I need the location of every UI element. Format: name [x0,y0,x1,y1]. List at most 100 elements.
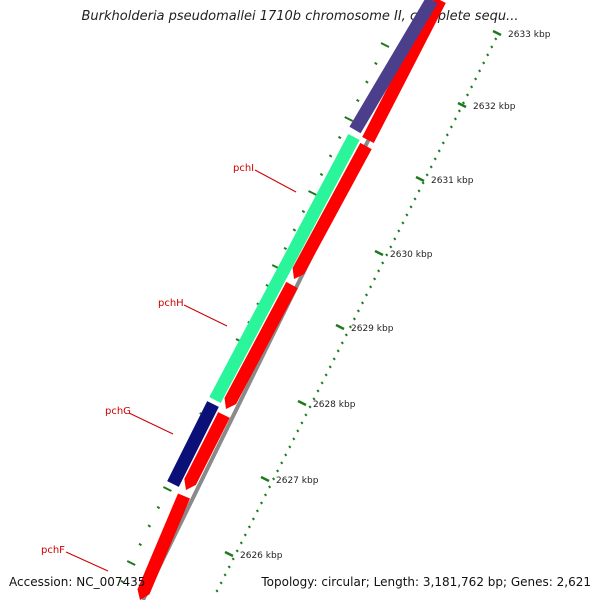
outer-tick [235,549,239,553]
outer-tick [263,493,268,497]
outer-tick [409,205,413,209]
outer-tick [352,317,356,321]
outer-tick [276,469,280,473]
scale-label: 2630 kbp [390,250,433,260]
inner-tick [356,98,360,103]
outer-tick [425,173,429,177]
outer-tick [288,445,292,449]
outer-tick [304,413,308,417]
accession-text: Accession: NC_007435 [9,575,146,589]
outer-tick [385,253,389,257]
outer-tick [308,405,312,409]
scale-label: 2633 kbp [508,30,551,40]
scale-label: 2627 kbp [276,476,319,486]
gene-label: pchF [41,545,65,556]
outer-tick [393,237,397,241]
inner-tick [301,209,306,214]
outer-tick [340,341,344,345]
gene-label-leader [128,412,174,435]
topology-text: Topology: circular; Length: 3,181,762 bp… [261,575,591,589]
inner-tick [156,505,161,510]
inner-tick [120,579,124,584]
outer-tick [344,333,348,337]
outer-tick [465,93,470,97]
outer-tick [320,381,324,385]
page-title: Burkholderia pseudomallei 1710b chromoso… [81,9,519,24]
outer-tick [364,293,369,297]
outer-tick [300,421,304,425]
inner-tick [162,486,172,492]
outer-tick [227,565,231,569]
gene-pchI-pchH [209,134,360,403]
outer-tick [490,45,494,49]
label-layer: 2633 kbp 2632 kbp 2631 kbp 2630 kbp 2629 kbp… [41,30,551,572]
outer-tick [482,61,486,65]
scale-label: 2632 kbp [473,102,516,112]
outer-tick [474,77,478,81]
major-scale-tick [492,29,502,37]
forward-gene-5 [137,493,190,600]
outer-tick [445,133,449,137]
outer-tick [223,573,227,577]
outer-tick [272,477,276,481]
outer-tick [296,429,300,433]
outer-tick [255,509,259,513]
forward-gene-4 [184,412,230,490]
forward-gene-2 [292,142,372,279]
major-scale-tick [224,550,234,558]
outer-tick [369,285,373,289]
outer-tick [373,277,377,281]
outer-tick [421,181,425,185]
outer-tick [397,229,401,233]
outer-tick [377,269,381,273]
outer-tick [441,141,445,145]
major-scale-tick [260,475,270,483]
outer-tick [280,461,284,465]
gene-pchG [167,401,219,487]
outer-tick [433,157,437,161]
gene-label: pchH [158,298,184,309]
scale-label: 2628 kbp [313,400,356,410]
outer-tick [243,533,247,537]
gene-label: pchI [233,163,254,174]
forward-gene-1 [362,0,446,143]
major-scale-tick [457,101,467,109]
outer-tick [389,245,393,249]
inner-tick [374,61,378,66]
outer-tick [268,485,272,489]
inner-tick [283,246,288,251]
outer-tick [247,525,251,529]
gene-label-leader [183,304,228,327]
outer-tick [231,557,235,561]
outer-tick [413,197,417,201]
outer-tick [381,261,385,265]
outer-tick [336,349,340,353]
outer-tick [259,501,264,505]
outer-tick [457,109,461,113]
major-scale-tick [374,249,384,257]
inner-tick [147,524,152,528]
outer-tick [429,165,433,169]
outer-tick [215,589,219,593]
outer-tick [348,325,352,329]
gene-label: pchG [105,406,131,417]
outer-tick [437,149,441,153]
gene-upper [349,0,438,134]
major-scale-tick [335,323,345,331]
outer-tick [292,437,296,441]
outer-tick [239,541,243,545]
major-scale-tick [297,399,307,407]
inner-tick [328,154,333,158]
outer-tick [324,373,328,377]
inner-tick [126,560,136,566]
inner-tick [138,542,142,547]
outer-tick [316,389,320,393]
scale-label: 2631 kbp [431,176,474,186]
outer-tick [453,117,457,121]
outer-tick [461,101,466,105]
outer-tick [417,189,421,193]
outer-tick [332,357,336,361]
outer-tick [449,125,453,129]
